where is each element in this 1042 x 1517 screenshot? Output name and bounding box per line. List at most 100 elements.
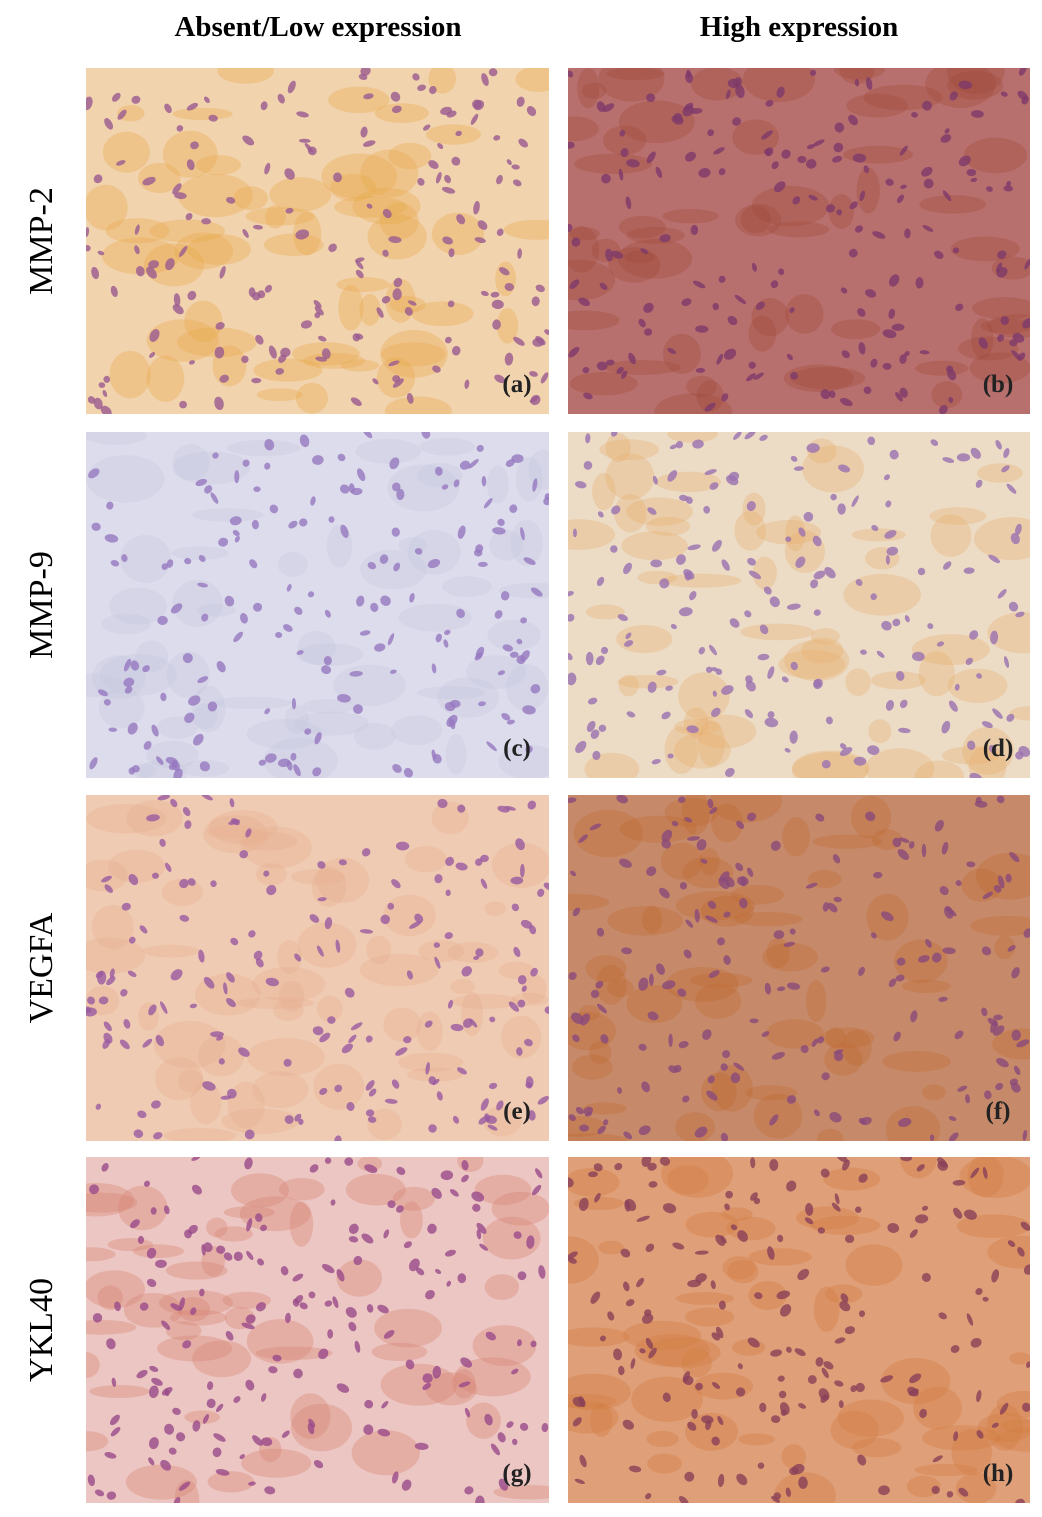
stain-patch (987, 314, 1030, 338)
nucleus (543, 497, 549, 506)
stain-patch (391, 715, 443, 746)
stain-patch (618, 100, 695, 144)
nucleus (767, 1246, 775, 1260)
nucleus (535, 284, 545, 293)
stain-patch (837, 1399, 904, 1437)
nucleus (969, 772, 983, 778)
micrograph (86, 795, 549, 1141)
nucleus (461, 1174, 469, 1183)
nucleus (168, 1447, 177, 1455)
nucleus (151, 724, 159, 737)
nucleus (568, 652, 573, 661)
nucleus (1003, 448, 1010, 459)
nucleus (1016, 1039, 1030, 1048)
nucleus (579, 1454, 587, 1468)
stain-patch (277, 940, 302, 974)
nucleus (248, 930, 256, 938)
nucleus (493, 135, 501, 141)
nucleus (587, 697, 598, 705)
nucleus (191, 1157, 201, 1161)
nucleus (232, 530, 240, 537)
stain-patch (692, 714, 757, 749)
stain-patch (123, 1292, 183, 1328)
nucleus (820, 1168, 830, 1178)
nucleus (885, 700, 895, 711)
nucleus (351, 487, 363, 496)
nucleus (283, 1058, 292, 1067)
nucleus (242, 229, 249, 238)
stain-patch (778, 650, 846, 680)
stain-patch (592, 472, 616, 511)
micrograph-background (86, 432, 549, 778)
stain-patch (416, 1011, 443, 1052)
stain-patch (913, 1386, 962, 1430)
nucleus (659, 1157, 671, 1166)
nucleus (701, 1415, 714, 1424)
nucleus (216, 1245, 226, 1254)
nucleus (364, 1164, 378, 1173)
nucleus (640, 248, 649, 255)
nucleus (833, 142, 844, 153)
stain-patch (721, 1207, 753, 1221)
nucleus (568, 797, 577, 803)
nucleus (179, 1297, 185, 1311)
nucleus (1008, 601, 1019, 612)
nucleus (780, 1304, 792, 1317)
nucleus (87, 396, 96, 404)
stain-patch (645, 1337, 721, 1368)
nucleus (432, 365, 441, 373)
stain-patch (962, 726, 1014, 775)
nucleus (934, 819, 944, 832)
nucleus (952, 1180, 966, 1186)
nucleus (759, 434, 768, 442)
nucleus (919, 350, 930, 355)
nucleus (1022, 1129, 1028, 1141)
nucleus (806, 159, 817, 169)
stain-patch (810, 1215, 881, 1236)
nucleus (245, 1379, 255, 1391)
stain-patch (252, 1071, 309, 1108)
nucleus (595, 655, 605, 665)
nucleus (988, 744, 997, 754)
nucleus (483, 498, 493, 509)
nucleus (753, 372, 764, 380)
nucleus (104, 1451, 117, 1459)
stain-patch (605, 433, 631, 463)
nucleus (777, 1234, 784, 1243)
stain-patch (665, 966, 739, 1002)
nucleus (798, 1403, 807, 1409)
nucleus (478, 1116, 488, 1125)
nucleus (691, 1409, 698, 1419)
stain-patch (165, 1321, 202, 1341)
nucleus (727, 315, 738, 326)
nucleus (102, 1039, 110, 1049)
nucleus (353, 704, 363, 714)
nucleus (264, 1486, 276, 1495)
nucleus (344, 987, 355, 998)
stain-patch (972, 297, 1030, 320)
nucleus (621, 947, 632, 955)
stain-patch (958, 336, 1019, 361)
nucleus (485, 1331, 497, 1341)
nucleus (690, 224, 699, 236)
stain-patch (102, 131, 151, 173)
nucleus (480, 290, 489, 297)
nucleus (255, 334, 264, 345)
nucleus (725, 767, 735, 778)
nucleus (233, 1396, 241, 1403)
panel-label: (a) (502, 371, 531, 398)
nucleus (687, 544, 701, 551)
nucleus (746, 373, 756, 382)
nucleus (739, 898, 748, 909)
nucleus (104, 884, 113, 893)
nucleus (993, 884, 1002, 893)
stain-patch (381, 342, 446, 367)
nucleus (813, 679, 822, 688)
stain-patch (697, 720, 726, 767)
nucleus (626, 711, 636, 718)
stain-patch (528, 449, 549, 491)
nucleus (844, 1326, 856, 1335)
nucleus (789, 928, 796, 935)
nucleus (572, 528, 577, 538)
nucleus (770, 280, 779, 289)
